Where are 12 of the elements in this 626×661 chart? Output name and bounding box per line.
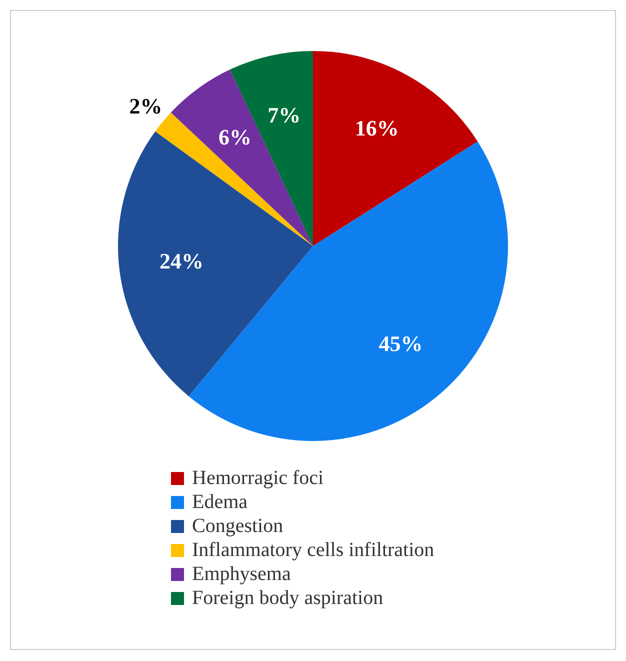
data-label: 45% bbox=[378, 331, 423, 356]
legend-label: Edema bbox=[192, 490, 248, 514]
data-label: 7% bbox=[268, 102, 301, 128]
legend-label: Inflammatory cells infiltration bbox=[192, 538, 434, 562]
legend-label: Foreign body aspiration bbox=[192, 586, 384, 610]
data-label: 2% bbox=[129, 93, 162, 118]
data-label: 24% bbox=[159, 248, 204, 274]
legend-label: Hemorragic foci bbox=[192, 466, 324, 490]
data-label: 16% bbox=[354, 115, 399, 140]
legend-label: Emphysema bbox=[192, 562, 291, 586]
data-label: 6% bbox=[218, 124, 252, 150]
legend-label: Congestion bbox=[192, 514, 284, 538]
